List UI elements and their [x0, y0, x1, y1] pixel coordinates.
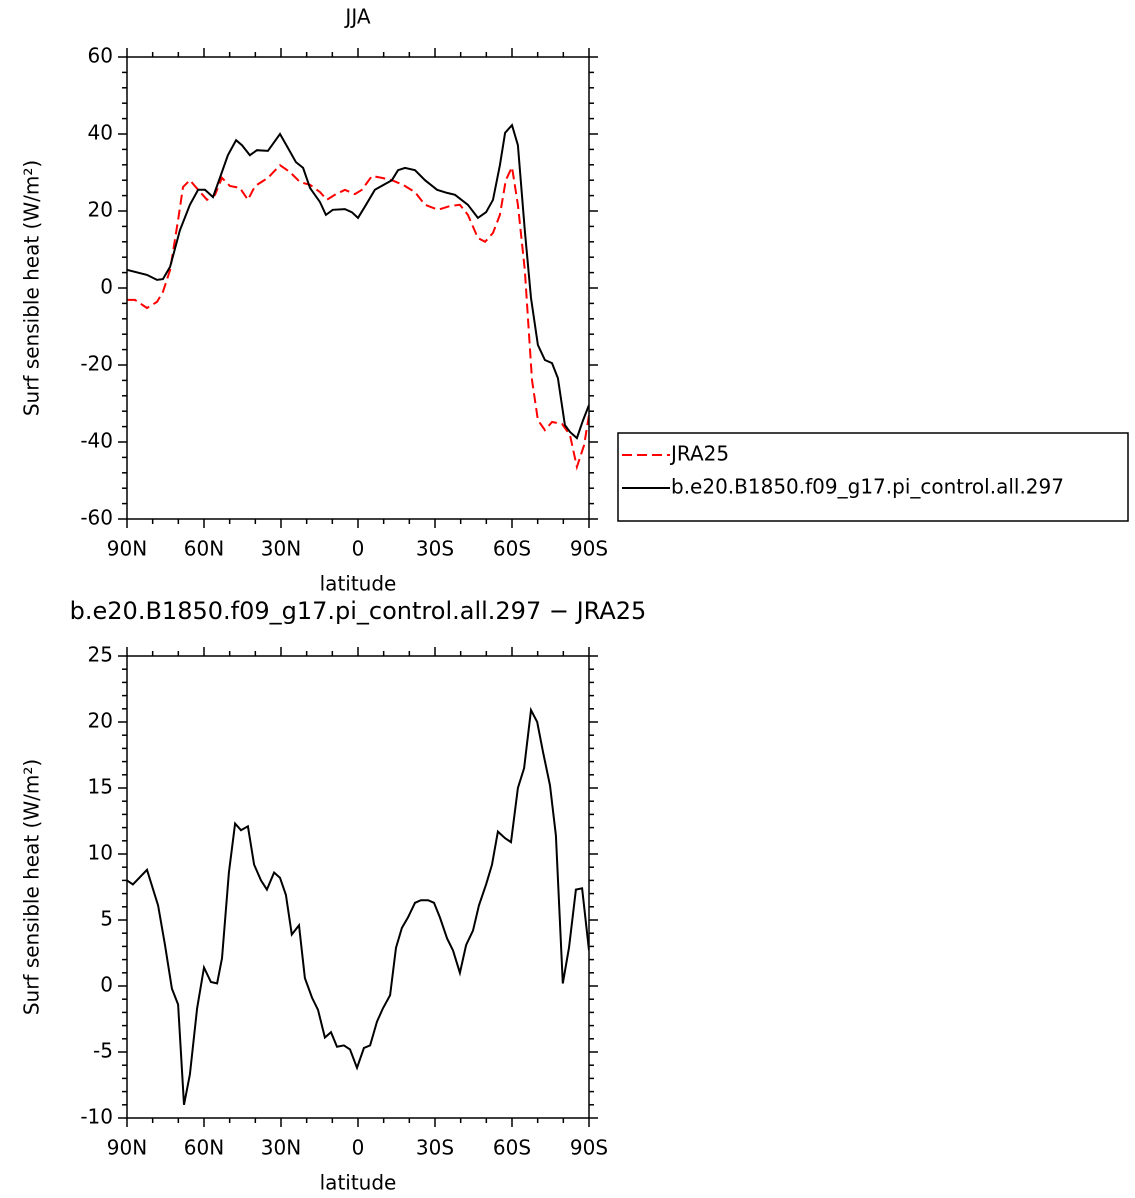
- line-series: [127, 706, 589, 1105]
- x-tick-label: 60S: [493, 1136, 531, 1160]
- x-axis-label: latitude: [320, 572, 397, 596]
- x-tick-label: 30N: [261, 1136, 301, 1160]
- y-tick-label: 10: [88, 841, 113, 865]
- plot-frame: [126, 655, 590, 1119]
- panel: JJA latitude Surf sensible heat (W/m²) -60 -…: [20, 5, 1129, 596]
- legend: JRA25 b.e20.B1850.f09_g17.pi_control.all.…: [617, 432, 1129, 522]
- y-tick-label: 15: [88, 775, 113, 799]
- x-tick-label: 90N: [107, 1136, 147, 1160]
- line-series: [127, 163, 589, 471]
- x-tick-label: 90N: [107, 537, 147, 561]
- y-tick-label: 25: [88, 643, 113, 667]
- x-tick-label: 30S: [416, 537, 454, 561]
- y-tick-label: 40: [88, 121, 113, 145]
- y-tick-label: 0: [100, 275, 113, 299]
- y-tick-label: 20: [88, 198, 113, 222]
- x-tick-label: 0: [352, 1136, 365, 1160]
- x-tick-label: 90S: [570, 537, 608, 561]
- y-axis-label: Surf sensible heat (W/m²): [20, 160, 44, 416]
- panel: b.e20.B1850.f09_g17.pi_control.all.297 −…: [20, 597, 647, 1195]
- plot-frame: [126, 56, 590, 520]
- y-tick-label: -40: [80, 429, 113, 453]
- x-tick-label: 30N: [261, 537, 301, 561]
- y-tick-label: 20: [88, 709, 113, 733]
- x-tick-label: 60N: [184, 1136, 224, 1160]
- y-axis-label: Surf sensible heat (W/m²): [20, 759, 44, 1015]
- line-series: [127, 123, 589, 440]
- y-tick-label: -5: [93, 1039, 113, 1063]
- x-tick-label: 30S: [416, 1136, 454, 1160]
- y-tick-label: 5: [100, 907, 113, 931]
- legend-label: b.e20.B1850.f09_g17.pi_control.all.297: [671, 475, 1064, 499]
- legend-label: JRA25: [669, 442, 729, 466]
- legend-box: [617, 432, 1129, 522]
- x-tick-label: 90S: [570, 1136, 608, 1160]
- y-tick-label: 0: [100, 973, 113, 997]
- x-tick-label: 60N: [184, 537, 224, 561]
- x-tick-label: 60S: [493, 537, 531, 561]
- chart-title: JJA: [343, 5, 370, 29]
- y-tick-label: -60: [80, 506, 113, 530]
- y-tick-label: -20: [80, 352, 113, 376]
- x-axis-label: latitude: [320, 1171, 397, 1195]
- y-tick-label: 60: [88, 44, 113, 68]
- chart-title: b.e20.B1850.f09_g17.pi_control.all.297 −…: [70, 597, 647, 625]
- y-tick-label: -10: [80, 1105, 113, 1129]
- x-tick-label: 0: [352, 537, 365, 561]
